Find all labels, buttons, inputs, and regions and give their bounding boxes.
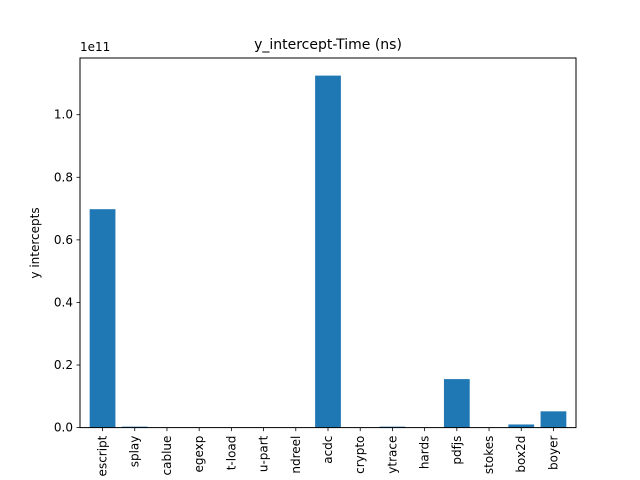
x-tick-label: hards [418,436,432,470]
bar-boyer [540,411,567,428]
x-tick-label: t-load [224,436,238,471]
y-tick-label: 0.8 [54,170,73,184]
y-tick-label: 0.2 [54,358,73,372]
x-tick-label: acdc [321,436,335,464]
x-tick-label: stokes [482,436,496,474]
y-axis-label: y intercepts [28,207,42,278]
x-tick-label: ytrace [385,436,399,474]
bar-box2d [508,424,535,428]
y-tick-label: 0.0 [54,421,73,435]
y-tick-label: 1.0 [54,108,73,122]
y-axis-offset-text: 1e11 [80,40,110,54]
x-tick-label: egexp [192,436,206,473]
plot-frame [79,57,577,429]
x-tick-label: ndreel [289,436,303,474]
x-tick-label: pdfjs [450,436,464,465]
x-tick-label: cablue [160,436,174,476]
x-tick-label: escript [96,435,110,476]
x-tick-label: box2d [514,436,528,473]
bar-group [89,75,567,428]
x-tick-label: u-part [257,435,271,472]
x-tick-label: crypto [353,436,367,474]
bar-acdc [315,75,341,428]
bar-escript [89,209,116,428]
bar-pdfjs [443,379,470,428]
y-tick-label: 0.4 [54,295,73,309]
x-tick-label: splay [128,436,142,468]
x-axis-ticks: escript splay cablue egexp t-load u-part ndree… [96,427,560,476]
y-axis-ticks: 0.0 0.2 0.4 0.6 0.8 1.0 [54,108,80,435]
y-tick-label: 0.6 [54,233,73,247]
chart-title: y_intercept-Time (ns) [254,37,402,53]
x-tick-label: boyer [546,436,560,470]
